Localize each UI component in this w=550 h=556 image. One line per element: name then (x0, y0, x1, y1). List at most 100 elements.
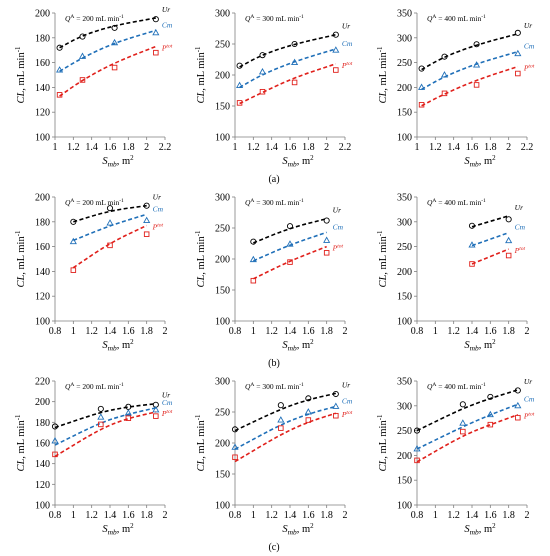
trend-line-ur (416, 389, 519, 432)
x-tick-label: 1.6 (484, 510, 497, 521)
y-tick-label: 150 (397, 476, 412, 487)
x-tick-label: 1.6 (302, 510, 315, 521)
data-point-cm (124, 409, 132, 416)
data-point-ptot (333, 67, 339, 73)
series-label-cm: Cm (342, 39, 353, 48)
trend-line-cm (54, 407, 157, 446)
data-point-cm (418, 83, 426, 90)
x-tick-label: 1.8 (502, 510, 515, 521)
trend-line-ptot (416, 413, 519, 463)
data-point-ptot (250, 277, 257, 284)
x-tick-label: 1.6 (122, 510, 135, 521)
data-point-ptot (111, 64, 118, 71)
x-tick-label: 1.6 (302, 326, 315, 337)
y-axis-title: CL, mL min-1 (376, 414, 389, 472)
flow-annotation: QA = 400 mL min-1 (427, 198, 486, 207)
x-axis-title: Smb, m2 (282, 522, 314, 537)
data-point-ptot (441, 90, 448, 97)
x-tick-label: 2 (163, 510, 168, 521)
x-tick-label: 1.8 (140, 510, 153, 521)
data-point-ur (291, 40, 298, 48)
chart-panel: 100 120 140 160 180 200 0.8 1 1.2 1.4 1.6 1.8 2 CL, m… (14, 193, 168, 353)
data-point-cm (258, 67, 267, 75)
y-tick-label: 300 (397, 401, 412, 412)
y-tick-label: 100 (35, 501, 50, 512)
x-tick-label: 1.4 (265, 142, 278, 153)
data-point-ptot (98, 421, 104, 428)
row-label-c: (c) (268, 542, 279, 553)
x-tick-label: 1.2 (85, 510, 98, 521)
trend-line-ptot (59, 45, 157, 97)
flow-annotation: QA = 300 mL min-1 (245, 198, 304, 207)
trend-line-cm (421, 50, 519, 91)
trend-line-ptot (421, 65, 519, 107)
y-tick-label: 100 (35, 133, 50, 144)
data-point-cm (473, 61, 481, 68)
x-axis-title: Smb, m2 (464, 522, 496, 537)
y-tick-label: 150 (397, 292, 412, 303)
y-tick-label: 150 (397, 108, 412, 119)
x-tick-label: 1.8 (320, 510, 333, 521)
data-point-ur (56, 44, 63, 51)
y-tick-label: 250 (215, 224, 230, 235)
series-label-ur: Ur (162, 5, 170, 14)
y-tick-label: 150 (215, 286, 230, 297)
x-tick-label: 1.4 (466, 326, 479, 337)
trend-line-cm (239, 48, 337, 89)
row-label-a: (a) (268, 174, 279, 185)
series-label-ptot: Ptot (523, 412, 535, 421)
x-tick-label: 2 (163, 326, 168, 337)
data-point-ptot (232, 454, 238, 461)
data-point-ptot (515, 70, 521, 77)
y-tick-label: 300 (397, 33, 412, 44)
data-point-ptot (333, 412, 339, 419)
y-tick-label: 180 (35, 33, 50, 44)
data-point-ptot (52, 451, 58, 458)
trend-line-ptot (54, 411, 157, 458)
data-point-ptot (143, 231, 150, 237)
x-tick-label: 1 (53, 142, 58, 153)
data-point-ptot (418, 102, 425, 108)
y-tick-label: 220 (35, 377, 50, 388)
chart-panel: 100 150 200 250 300 0.8 1 1.2 1.4 1.6 1.8 2 CL, mL m… (194, 377, 353, 537)
data-point-ptot (469, 261, 475, 267)
trend-line-ur (239, 33, 337, 68)
x-tick-label: 0.8 (229, 510, 242, 521)
x-tick-label: 1.2 (85, 326, 98, 337)
x-tick-label: 2 (343, 326, 348, 337)
data-point-ptot (153, 49, 159, 56)
y-tick-label: 160 (35, 439, 50, 450)
data-point-ptot (236, 100, 243, 106)
data-point-ptot (153, 413, 159, 419)
data-point-cm (505, 236, 513, 244)
trend-line-cm (73, 213, 147, 242)
data-point-ur (236, 62, 243, 69)
y-tick-label: 100 (397, 133, 412, 144)
series-label-ur: Ur (342, 22, 350, 31)
series-label-ur: Ur (524, 377, 532, 386)
x-axis-title: Smb, m2 (464, 338, 496, 353)
y-tick-label: 200 (397, 267, 412, 278)
x-axis-title: Smb, m2 (102, 522, 134, 537)
data-point-ur (277, 402, 284, 409)
x-tick-label: 1.4 (466, 510, 479, 521)
data-point-ur (413, 427, 421, 434)
x-tick-label: 1.8 (502, 326, 515, 337)
data-point-ptot (287, 259, 293, 265)
x-tick-label: 1.4 (85, 142, 98, 153)
flow-annotation: QA = 400 mL min-1 (427, 382, 486, 391)
y-tick-label: 120 (35, 480, 50, 491)
data-point-cm (231, 443, 239, 450)
y-tick-label: 250 (397, 242, 412, 253)
series-label-cm: Cm (153, 204, 164, 213)
y-tick-label: 180 (35, 418, 50, 429)
y-tick-label: 200 (215, 439, 230, 450)
trend-line-cm (416, 403, 519, 450)
data-point-cm (286, 240, 294, 247)
series-label-ptot: Ptot (523, 64, 535, 73)
data-point-cm (304, 408, 312, 415)
trend-line-ptot (72, 224, 148, 269)
chart-panel: 100 120 140 160 180 200 220 0.8 1 1.2 1.4 1.6 1.8 2 CL… (14, 377, 173, 537)
data-point-ur (473, 41, 480, 48)
trend-line-cm (471, 231, 509, 247)
